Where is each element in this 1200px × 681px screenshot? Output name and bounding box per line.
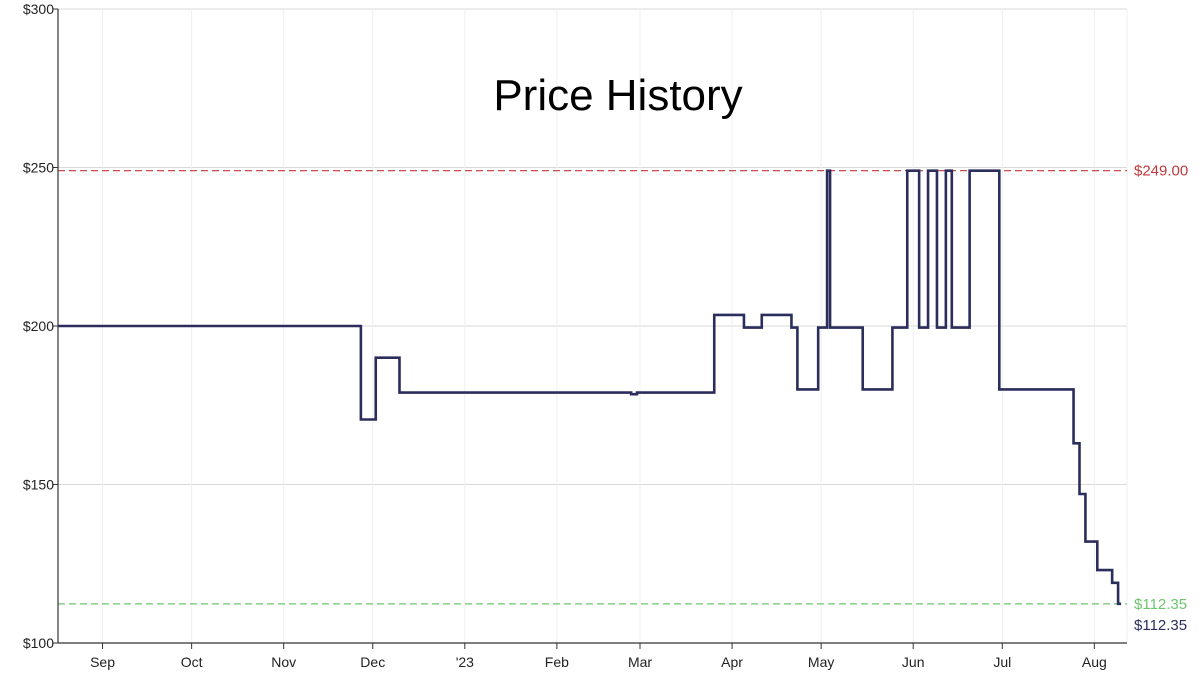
x-tick-label: Apr — [721, 654, 743, 670]
price-line — [58, 169, 1122, 606]
y-tick-label: $250 — [23, 160, 54, 176]
x-tick-label: Sep — [90, 654, 115, 670]
x-tick-label: Feb — [545, 654, 569, 670]
x-tick-label: Nov — [271, 654, 296, 670]
reference-label: $112.35 — [1134, 596, 1187, 613]
x-tick-label: Jun — [902, 654, 925, 670]
grid-layer — [58, 8, 1128, 644]
chart-title: Price History — [493, 71, 742, 120]
x-tick-label: Aug — [1082, 654, 1107, 670]
y-tick-label: $150 — [23, 477, 54, 493]
x-tick-label: Jul — [993, 654, 1011, 670]
tick-labels: $100 $150 $200 $250 $300 Sep Oct Nov Dec '23 Feb Ma… — [23, 1, 1107, 670]
reference-labels: $249.00 $112.35 $112.35 — [1134, 163, 1188, 634]
x-tick-label: May — [808, 654, 834, 670]
x-tick-label: '23 — [456, 654, 474, 670]
reference-lines — [58, 170, 1127, 605]
y-tick-label: $200 — [23, 318, 54, 334]
current-price-label: $112.35 — [1134, 617, 1187, 634]
x-tick-label: Mar — [628, 654, 652, 670]
y-tick-label: $300 — [23, 1, 54, 17]
x-tick-label: Oct — [181, 654, 203, 670]
price-series — [58, 169, 1122, 606]
x-tick-label: Dec — [360, 654, 385, 670]
reference-label: $249.00 — [1134, 163, 1188, 180]
y-tick-label: $100 — [23, 635, 54, 651]
